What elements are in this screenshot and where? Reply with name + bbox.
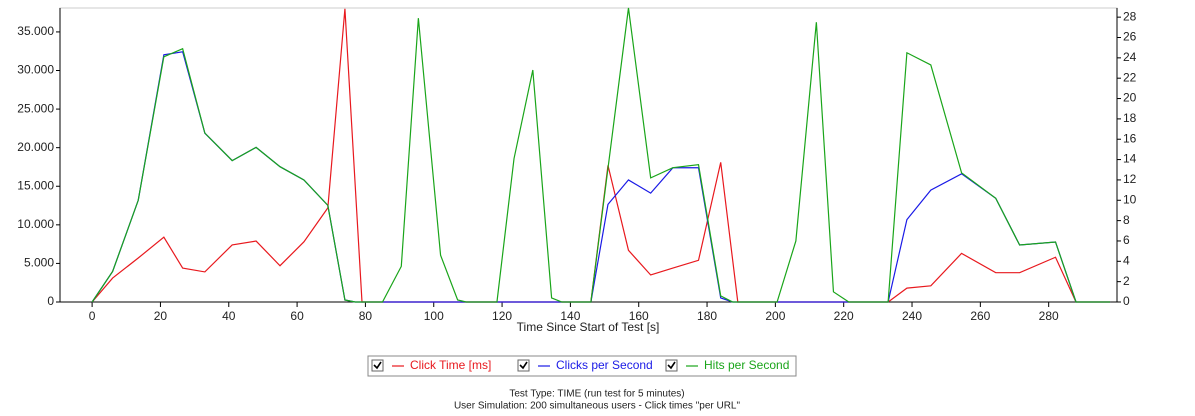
x-tick-label: 200 <box>765 309 785 323</box>
y2-tick-label: 8 <box>1123 213 1130 227</box>
x-tick-label: 260 <box>970 309 990 323</box>
x-tick-label: 120 <box>492 309 512 323</box>
x-tick-label: 80 <box>359 309 373 323</box>
x-tick-label: 180 <box>697 309 717 323</box>
y-tick-label: 20.000 <box>17 140 54 154</box>
x-tick-label: 60 <box>290 309 304 323</box>
y2-tick-label: 0 <box>1123 294 1130 308</box>
y-tick-label: 10.000 <box>17 217 54 231</box>
y2-tick-label: 14 <box>1123 152 1137 166</box>
x-axis-label: Time Since Start of Test [s] <box>517 320 660 334</box>
x-tick-label: 160 <box>629 309 649 323</box>
footer-line: Test Type: TIME (run test for 5 minutes) <box>509 389 684 400</box>
x-tick-label: 140 <box>560 309 580 323</box>
y2-tick-label: 10 <box>1123 192 1137 206</box>
y2-tick-label: 2 <box>1123 274 1130 288</box>
y2-tick-label: 24 <box>1123 50 1137 64</box>
legend-checkbox[interactable] <box>371 359 384 372</box>
y-tick-label: 15.000 <box>17 178 54 192</box>
y-tick-label: 5.000 <box>24 256 54 270</box>
legend-check <box>519 361 528 370</box>
x-tick-label: 20 <box>154 309 168 323</box>
x-tick-label: 100 <box>424 309 444 323</box>
y2-tick-label: 26 <box>1123 30 1137 44</box>
y-tick-label: 30.000 <box>17 63 54 77</box>
legend-label: Click Time [ms] <box>410 358 491 372</box>
legend-label: Hits per Second <box>704 358 789 372</box>
y-tick-label: 0 <box>47 294 54 308</box>
x-tick-label: 280 <box>1039 309 1059 323</box>
series-line <box>91 7 1111 303</box>
x-tick-label: 240 <box>902 309 922 323</box>
y2-tick-label: 6 <box>1123 233 1130 247</box>
legend-check <box>667 361 676 370</box>
y2-tick-label: 18 <box>1123 111 1137 125</box>
series-line <box>91 51 1111 303</box>
y2-tick-label: 28 <box>1123 9 1137 23</box>
legend-box <box>367 355 797 377</box>
legend-checkbox[interactable] <box>517 359 530 372</box>
y-tick-label: 25.000 <box>17 101 54 115</box>
y2-tick-label: 16 <box>1123 131 1137 145</box>
legend-check <box>373 361 382 370</box>
series-line <box>91 8 1111 303</box>
y-tick-label: 35.000 <box>17 24 54 38</box>
x-tick-label: 0 <box>89 309 96 323</box>
footer-line: User Simulation: 200 simultaneous users … <box>454 401 741 412</box>
legend-checkbox[interactable] <box>665 359 678 372</box>
legend-label: Clicks per Second <box>556 358 653 372</box>
x-tick-label: 40 <box>222 309 236 323</box>
y2-tick-label: 4 <box>1123 253 1130 267</box>
y2-tick-label: 20 <box>1123 91 1137 105</box>
y2-tick-label: 12 <box>1123 172 1137 186</box>
y2-tick-label: 22 <box>1123 70 1137 84</box>
x-tick-label: 220 <box>834 309 854 323</box>
